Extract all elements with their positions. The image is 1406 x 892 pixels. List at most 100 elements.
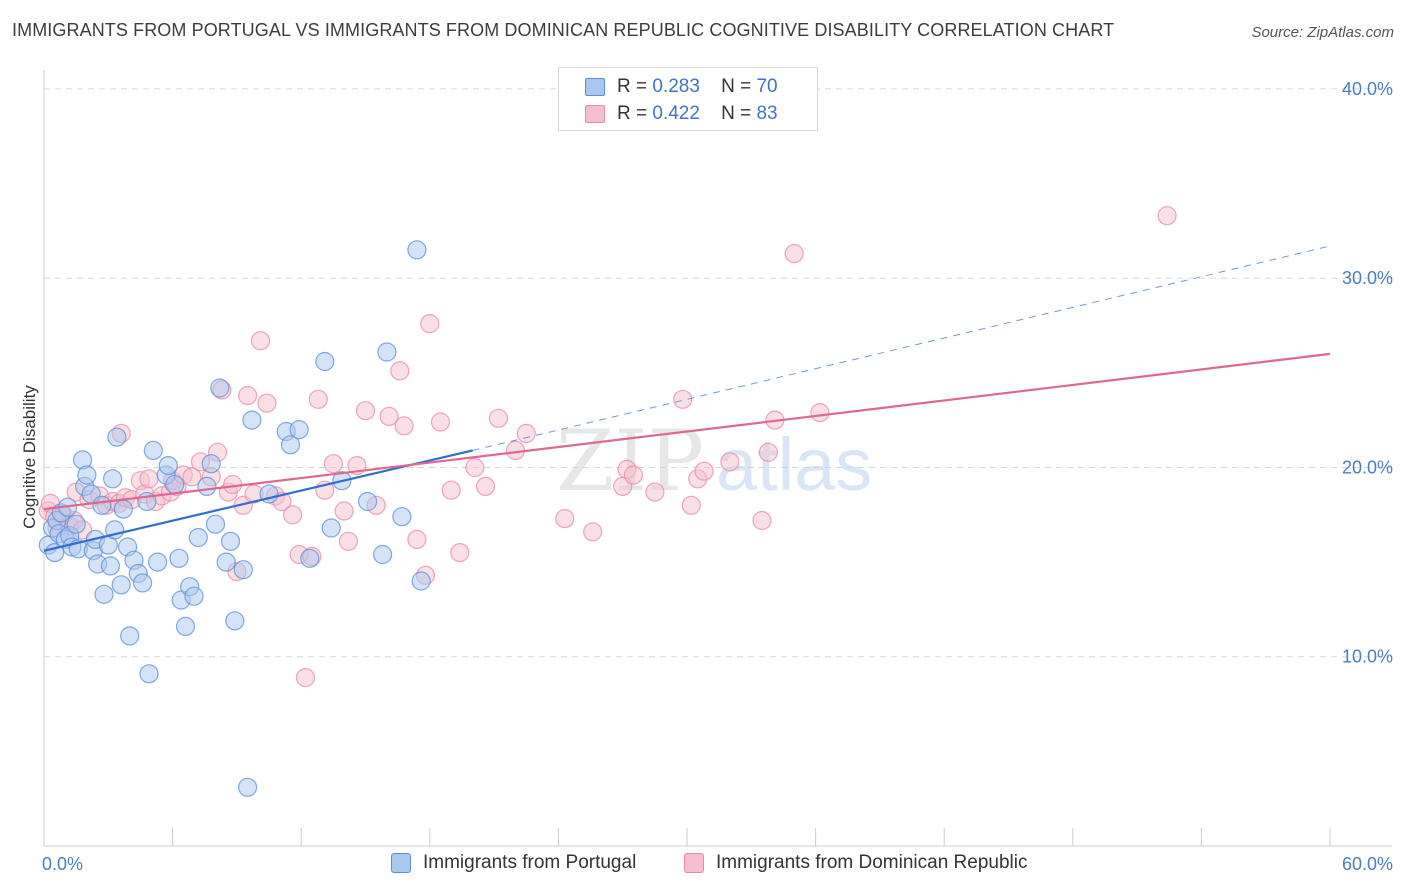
portugal-point (377, 342, 397, 362)
dominican-point (257, 393, 277, 413)
portugal-point (225, 611, 245, 631)
series-portugal-points (38, 240, 431, 797)
trend-line-portugal-extension (472, 245, 1331, 451)
portugal-point (216, 552, 236, 572)
trend-line-portugal (43, 449, 473, 552)
portugal-point (373, 544, 393, 565)
legend-row-dominican: R = 0.422 N = 83 (585, 101, 778, 127)
dominican-point (623, 465, 644, 485)
portugal-point (358, 491, 378, 512)
series-legend: Immigrants from Portugal Immigrants from… (0, 852, 1406, 878)
dominican-point (338, 531, 358, 551)
portugal-point (242, 410, 262, 430)
legend-r-label: R = (617, 103, 648, 124)
legend-row-portugal: R = 0.283 N = 70 (585, 74, 778, 100)
legend-n-label: N = (721, 103, 752, 124)
dominican-point (390, 361, 410, 381)
legend-r-value: 0.422 (652, 103, 700, 124)
dominican-point (420, 314, 440, 334)
dominican-point (450, 542, 470, 563)
dominican-point (355, 401, 376, 421)
dominican-point (810, 403, 830, 423)
dominican-point (334, 501, 354, 521)
portugal-point (111, 575, 131, 595)
dominican-point (379, 406, 399, 426)
portugal-point (392, 507, 412, 527)
dominican-point (238, 385, 258, 406)
portugal-point (175, 616, 196, 637)
dominican-point (583, 522, 603, 542)
portugal-point (77, 465, 97, 485)
dominican-point (308, 389, 328, 409)
portugal-point (197, 476, 217, 496)
portugal-point (315, 351, 335, 372)
y-tick-label: 20.0% (1342, 457, 1393, 477)
portugal-point (184, 586, 204, 606)
portugal-point (205, 514, 226, 534)
portugal-point (158, 456, 178, 476)
portugal-point (148, 552, 168, 572)
legend-item-portugal[interactable]: Immigrants from Portugal (391, 852, 636, 874)
legend-r-value: 0.283 (652, 76, 700, 97)
dominican-point (295, 667, 316, 688)
portugal-point (238, 777, 258, 797)
watermark-atlas: atlas (716, 423, 872, 506)
dominican-point (323, 454, 343, 474)
portugal-point (201, 454, 221, 474)
dominican-point (694, 461, 714, 481)
watermark: ZIP atlas (556, 412, 872, 510)
portugal-point (220, 531, 241, 551)
portugal-point (100, 556, 121, 576)
portugal-point (407, 240, 427, 260)
dominican-point (407, 529, 427, 550)
portugal-point (94, 584, 114, 604)
legend-r-label: R = (617, 76, 648, 97)
x-tick-label: 60.0% (1342, 854, 1393, 874)
dominican-point (673, 389, 693, 409)
portugal-point (102, 469, 123, 489)
tick-labels: 10.0% 20.0% 30.0% 40.0% 0.0% 60.0% (42, 79, 1393, 874)
legend-n-value: 70 (756, 76, 778, 97)
chart-title: IMMIGRANTS FROM PORTUGAL VS IMMIGRANTS F… (12, 20, 1115, 40)
dominican-point (752, 510, 772, 531)
dominican-point (182, 467, 202, 487)
portugal-point (120, 626, 140, 646)
portugal-point (143, 440, 163, 460)
portugal-point (210, 378, 230, 398)
y-tick-label: 10.0% (1342, 647, 1393, 667)
legend-item-dominican[interactable]: Immigrants from Dominican Republic (684, 852, 1028, 874)
portugal-point (133, 573, 153, 593)
trend-line-dominican (43, 352, 1331, 511)
legend-swatch-blue (391, 853, 411, 873)
y-tick-label: 40.0% (1342, 79, 1393, 99)
dominican-point (430, 412, 451, 432)
portugal-point (92, 495, 112, 515)
dominican-point (475, 476, 496, 496)
dominican-point (681, 495, 701, 515)
dominican-point (394, 416, 414, 436)
legend-swatch-pink (684, 853, 704, 873)
dominican-point (283, 505, 303, 525)
dominican-point (720, 452, 740, 472)
dominican-point (250, 331, 271, 351)
portugal-point (280, 435, 301, 455)
legend-swatch-pink (585, 105, 605, 123)
legend-label-dominican: Immigrants from Dominican Republic (716, 852, 1028, 873)
dominican-point (139, 469, 159, 489)
portugal-point (289, 420, 309, 440)
x-tick-label: 0.0% (42, 854, 83, 874)
dominican-point (465, 457, 485, 478)
portugal-point (165, 474, 185, 495)
y-tick-label: 30.0% (1342, 268, 1393, 288)
grid-lines (44, 88, 1392, 658)
dominican-point (555, 508, 575, 529)
portugal-point (233, 560, 253, 580)
dominican-point (645, 482, 665, 502)
y-axis-title: Cognitive Disability (20, 385, 39, 529)
portugal-point (321, 518, 341, 538)
legend-swatch-blue (585, 78, 605, 96)
portugal-point (169, 548, 189, 568)
dominican-point (784, 244, 804, 264)
portugal-point (139, 664, 159, 684)
